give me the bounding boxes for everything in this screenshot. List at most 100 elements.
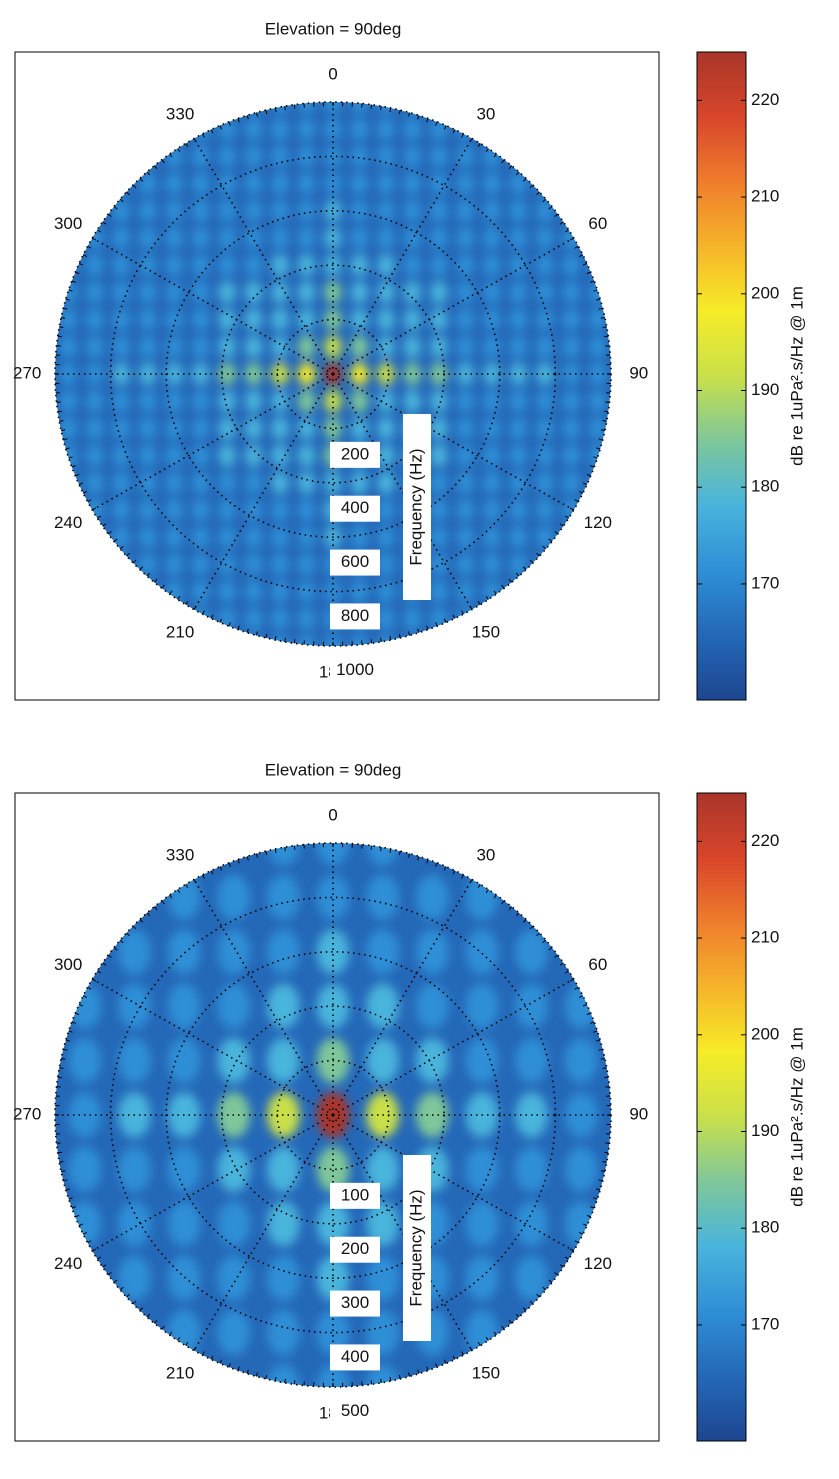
heatmap-cell bbox=[589, 335, 607, 359]
perimeter-tick bbox=[102, 523, 107, 527]
heatmap-cell bbox=[59, 389, 77, 413]
perimeter-tick bbox=[284, 637, 286, 642]
heatmap-cell bbox=[266, 843, 300, 866]
perimeter-tick bbox=[508, 578, 513, 583]
heatmap-cell bbox=[138, 226, 157, 250]
heatmap-cell bbox=[244, 607, 263, 631]
perimeter-tick bbox=[146, 171, 151, 176]
heatmap-cell bbox=[536, 335, 554, 359]
heatmap-cell bbox=[244, 280, 263, 304]
heatmap-cell bbox=[218, 552, 236, 576]
heatmap-cell bbox=[536, 362, 554, 386]
heatmap-cell bbox=[244, 253, 263, 277]
perimeter-tick bbox=[536, 1293, 540, 1298]
heatmap-cell bbox=[271, 199, 289, 223]
r-tick-box bbox=[330, 441, 380, 468]
r-tick-box bbox=[330, 1182, 380, 1209]
perimeter-tick bbox=[169, 153, 173, 158]
heatmap-cell bbox=[483, 199, 501, 223]
heatmap-cell bbox=[266, 1255, 300, 1302]
heatmap-cell bbox=[536, 471, 554, 495]
heatmap-cell bbox=[297, 471, 316, 495]
perimeter-tick bbox=[370, 1380, 373, 1385]
perimeter-tick bbox=[78, 482, 84, 486]
heatmap-cell bbox=[483, 552, 501, 576]
perimeter-tick bbox=[153, 906, 158, 911]
heatmap-cell bbox=[165, 199, 183, 223]
heatmap-cell bbox=[138, 444, 157, 468]
heatmap-cell bbox=[85, 253, 104, 277]
perimeter-tick bbox=[485, 1336, 489, 1341]
heatmap-cell bbox=[112, 498, 130, 522]
heatmap-cell bbox=[509, 444, 528, 468]
perimeter-tick bbox=[590, 1206, 595, 1209]
heatmap-cell bbox=[350, 308, 369, 332]
colorbar-tick-label: 190 bbox=[751, 380, 779, 399]
heatmap-cell bbox=[218, 308, 236, 332]
heatmap-cell bbox=[509, 416, 528, 440]
heatmap-cell bbox=[218, 416, 236, 440]
perimeter-tick bbox=[536, 552, 540, 557]
heatmap-cell bbox=[536, 552, 554, 576]
heatmap-cell bbox=[191, 525, 210, 549]
r-tick-box bbox=[330, 657, 380, 684]
heatmap-cell bbox=[297, 389, 316, 413]
perimeter-tick bbox=[293, 639, 296, 644]
heatmap-cell bbox=[403, 362, 422, 386]
r-axis-label: Frequency (Hz) bbox=[406, 448, 425, 565]
heatmap-cell bbox=[138, 144, 157, 168]
heatmap-cell bbox=[112, 308, 130, 332]
heatmap-cell bbox=[430, 226, 448, 250]
heatmap-cell bbox=[138, 280, 157, 304]
perimeter-tick bbox=[493, 590, 497, 595]
heatmap-cell bbox=[165, 226, 183, 250]
heatmap-cell bbox=[465, 1255, 499, 1302]
heatmap-cell bbox=[297, 552, 316, 576]
heatmap-cell bbox=[271, 117, 289, 141]
heatmap-cell bbox=[218, 498, 236, 522]
perimeter-tick bbox=[153, 578, 158, 583]
heatmap-cell bbox=[350, 634, 369, 646]
perimeter-tick bbox=[600, 316, 606, 319]
perimeter-tick bbox=[461, 1351, 464, 1356]
heatmap-cell bbox=[483, 416, 501, 440]
heatmap-cell bbox=[244, 226, 263, 250]
heatmap-cell bbox=[266, 874, 300, 921]
perimeter-tick bbox=[68, 1197, 73, 1200]
perimeter-tick bbox=[185, 600, 189, 605]
heatmap-cell bbox=[244, 144, 263, 168]
heatmap-cell bbox=[297, 226, 316, 250]
heatmap-cell bbox=[430, 308, 448, 332]
heatmap-cell bbox=[483, 389, 501, 413]
perimeter-tick bbox=[126, 932, 130, 937]
heatmap-cell bbox=[430, 416, 448, 440]
heatmap-cell bbox=[465, 1146, 499, 1193]
heatmap-cell bbox=[217, 1146, 251, 1193]
theta-tick-label: 270 bbox=[13, 363, 41, 382]
theta-grid-line bbox=[91, 373, 334, 511]
perimeter-tick bbox=[559, 962, 564, 966]
heatmap-cell bbox=[316, 843, 350, 866]
perimeter-tick bbox=[107, 531, 112, 535]
heatmap-cell bbox=[271, 498, 289, 522]
heatmap-cell bbox=[297, 280, 316, 304]
perimeter-tick bbox=[284, 847, 286, 852]
perimeter-tick bbox=[59, 420, 64, 422]
heatmap-cell bbox=[218, 117, 236, 141]
heatmap-cell bbox=[589, 308, 607, 332]
heatmap-cell bbox=[191, 389, 210, 413]
heatmap-cell bbox=[218, 199, 236, 223]
heatmap-cell bbox=[589, 471, 607, 495]
heatmap-cell bbox=[536, 444, 554, 468]
perimeter-tick bbox=[274, 107, 277, 113]
heatmap-cell bbox=[415, 983, 449, 1030]
heatmap-cell bbox=[266, 1200, 300, 1247]
perimeter-tick bbox=[485, 148, 489, 153]
heatmap-cell bbox=[165, 552, 183, 576]
heatmap-cell bbox=[415, 928, 449, 975]
heatmap-cell bbox=[562, 525, 581, 549]
heatmap-cell bbox=[415, 1037, 449, 1084]
r-tick-box bbox=[330, 1398, 380, 1425]
heatmap-cell bbox=[218, 280, 236, 304]
